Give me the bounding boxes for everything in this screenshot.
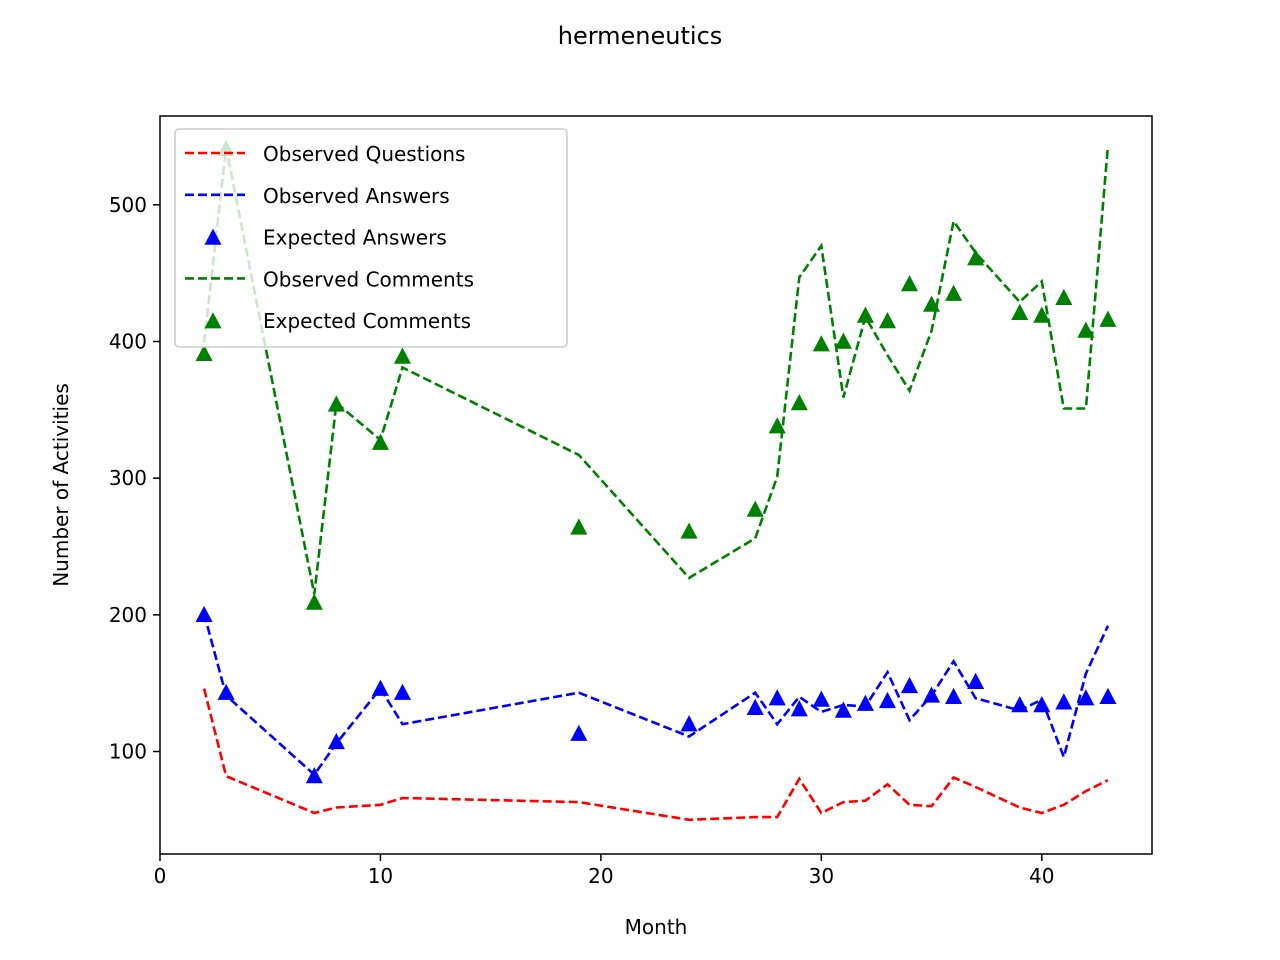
expected-answers-marker [195,605,213,623]
expected-answers-marker [900,676,919,694]
legend-label-expected-comments: Expected Comments [263,309,471,333]
expected-comments-marker [1011,303,1029,320]
y-tick-label: 400 [109,330,147,354]
expected-comments-marker [371,433,389,450]
expected-answers-marker [768,689,786,706]
expected-answers-marker [923,686,941,703]
expected-answers-marker [393,683,412,700]
expected-answers-marker [790,700,808,717]
expected-comments-marker [945,284,963,301]
expected-comments-marker [1077,321,1095,338]
expected-comments-marker [768,417,786,434]
expected-comments-marker [878,312,897,329]
y-axis-ticks: 100 200 300 400 500 [109,193,160,764]
expected-comments-marker [1055,288,1073,305]
expected-comments-marker [680,522,698,539]
expected-answers-marker [327,732,345,750]
plot-area-frame [159,115,1153,855]
x-tick-label: 10 [368,864,393,888]
expected-comments-marker [570,518,588,535]
expected-answers-marker [834,701,852,718]
expected-comments-marker [195,344,213,361]
expected-comments-marker [1099,310,1117,327]
expected-answers-marker [945,687,963,705]
expected-answers-marker [305,767,323,784]
expected-comments-marker [967,249,985,266]
y-axis-label: Number of Activities [49,383,73,587]
expected-answers-marker [1077,689,1095,706]
expected-comments-marker [812,335,830,352]
y-tick-label: 200 [109,603,147,627]
legend-items: Observed Questions Observed Answers Expect… [185,142,474,333]
expected-answers-marker [570,724,588,741]
expected-answers-marker [371,679,389,696]
expected-answers-marker [967,672,985,689]
expected-comments-marker [834,332,852,349]
expected-answers-marker [680,715,698,732]
x-tick-label: 40 [1029,864,1054,888]
observed-answers-line [202,613,1110,777]
expected-comments-marker [393,347,412,364]
observed-questions-line [202,688,1109,822]
y-tick-label: 100 [109,740,147,764]
legend-label-observed-questions: Observed Questions [263,142,465,166]
legend-swatch-expected-comments [204,312,222,329]
expected-comments-marker [790,394,808,411]
expected-comments-marker [327,395,345,412]
expected-answers-marker [1033,696,1051,713]
x-tick-label: 30 [809,864,834,888]
x-axis-ticks: 0 10 20 30 40 [154,854,1055,888]
expected-answers-marker [812,690,830,707]
observed-comments-line [202,145,1110,595]
plot-series [195,139,1117,822]
expected-comments-marker [1033,306,1051,323]
expected-comments-marker [305,593,323,610]
legend-label-expected-answers: Expected Answers [263,226,447,250]
chart-title: hermeneutics [558,22,723,50]
expected-comments-marker [856,306,874,323]
expected-answers-marker [856,694,874,711]
x-axis-label: Month [625,915,688,939]
expected-answers-marker [217,683,235,700]
y-tick-label: 500 [109,193,147,217]
legend-label-observed-comments: Observed Comments [263,267,474,291]
expected-comments-marker [900,275,919,292]
expected-answers-marker [878,691,897,709]
expected-comments-marker [923,295,941,312]
expected-answers-marker [1011,696,1029,713]
legend-box [174,128,568,348]
y-tick-label: 300 [109,466,147,490]
expected-answers-marker [746,698,764,715]
legend-label-observed-answers: Observed Answers [263,184,450,208]
legend-swatch-expected-answers [204,228,222,245]
x-tick-label: 0 [154,864,167,888]
x-tick-label: 20 [588,864,613,888]
expected-answers-marker [1055,693,1073,710]
expected-answers-marker [1099,687,1117,705]
legend: Observed Questions Observed Answers Expect… [174,128,568,348]
expected-comments-marker [746,500,764,517]
